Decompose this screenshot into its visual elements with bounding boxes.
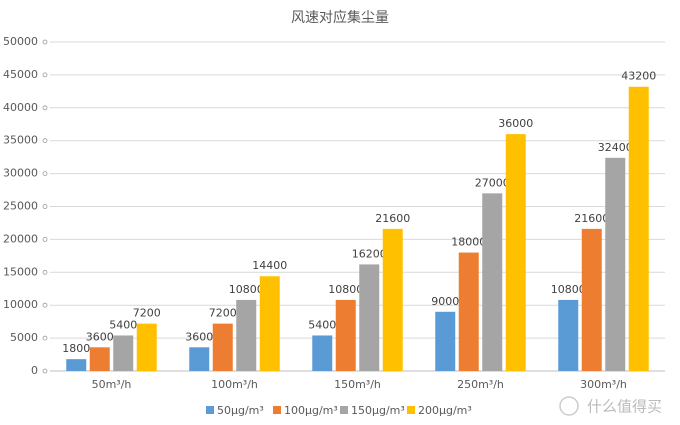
x-tick-label: 50m³/h xyxy=(92,378,132,391)
data-label: 16200 xyxy=(352,247,387,260)
data-label: 18000 xyxy=(451,236,486,249)
y-tick-mark xyxy=(42,105,48,111)
data-label: 27000 xyxy=(475,176,510,189)
data-label: 9000 xyxy=(431,295,459,308)
data-label: 7200 xyxy=(133,307,161,320)
data-label: 10800 xyxy=(328,283,363,296)
data-label: 5400 xyxy=(308,318,336,331)
y-tick-mark xyxy=(42,368,48,374)
y-tick-label: 15000 xyxy=(3,265,38,278)
x-tick-label: 100m³/h xyxy=(211,378,258,391)
y-tick-mark xyxy=(42,204,48,209)
bar xyxy=(236,299,257,371)
bar xyxy=(312,335,333,371)
data-label: 7200 xyxy=(209,307,237,320)
chart-title: 风速对应集尘量 xyxy=(291,9,389,26)
legend-swatch xyxy=(206,406,214,414)
watermark-logo xyxy=(559,396,579,416)
bar xyxy=(359,264,380,371)
legend-swatch xyxy=(407,406,415,414)
y-tick-label: 40000 xyxy=(3,101,38,114)
bar xyxy=(259,276,280,371)
bar xyxy=(382,228,403,371)
y-tick-mark xyxy=(42,72,48,78)
y-tick-mark xyxy=(42,171,48,177)
bar xyxy=(113,335,134,371)
bar xyxy=(335,299,356,371)
legend-swatch xyxy=(340,406,348,414)
bar xyxy=(628,86,649,371)
y-tick-mark xyxy=(42,269,48,275)
watermark: 什么值得买 xyxy=(587,398,662,416)
y-tick-label: 5000 xyxy=(10,331,38,344)
y-tick-label: 10000 xyxy=(3,298,38,311)
bar xyxy=(605,157,626,371)
data-label: 1800 xyxy=(62,342,90,355)
data-label: 10800 xyxy=(551,283,586,296)
bar xyxy=(435,311,456,371)
bar xyxy=(558,299,579,371)
y-tick-mark xyxy=(42,138,48,144)
legend-label: 150μg/m³ xyxy=(351,404,405,417)
y-tick-mark xyxy=(42,335,48,341)
y-tick-label: 45000 xyxy=(3,68,38,81)
y-tick-label: 25000 xyxy=(3,200,38,213)
bar xyxy=(189,347,210,371)
data-label: 14400 xyxy=(252,259,287,272)
data-label: 3600 xyxy=(185,330,213,343)
bar xyxy=(136,323,157,371)
y-tick-label: 50000 xyxy=(3,35,38,48)
data-label: 10800 xyxy=(229,283,264,296)
data-label: 32400 xyxy=(598,141,633,154)
bar xyxy=(482,193,503,371)
bar xyxy=(458,252,479,371)
y-tick-mark xyxy=(42,39,48,45)
x-tick-label: 250m³/h xyxy=(457,378,504,391)
y-tick-label: 20000 xyxy=(3,232,38,245)
y-tick-label: 30000 xyxy=(3,167,38,180)
y-tick-mark xyxy=(42,302,48,308)
x-tick-label: 300m³/h xyxy=(580,378,627,391)
data-label: 21600 xyxy=(375,212,410,225)
data-label: 5400 xyxy=(109,318,137,331)
data-label: 21600 xyxy=(574,212,609,225)
y-tick-label: 35000 xyxy=(3,134,38,147)
legend-swatch xyxy=(273,406,281,414)
bar xyxy=(212,323,233,371)
data-label: 3600 xyxy=(86,330,114,343)
y-tick-mark xyxy=(42,236,48,242)
y-tick-label: 0 xyxy=(31,364,38,377)
data-label: 43200 xyxy=(621,70,656,83)
bar xyxy=(581,228,602,371)
legend-label: 100μg/m³ xyxy=(284,404,338,417)
legend-label: 50μg/m³ xyxy=(217,404,264,417)
bar xyxy=(89,347,110,371)
legend-label: 200μg/m³ xyxy=(418,404,472,417)
bar xyxy=(66,359,87,371)
bar xyxy=(505,134,526,371)
x-tick-label: 150m³/h xyxy=(334,378,381,391)
data-label: 36000 xyxy=(498,117,533,130)
